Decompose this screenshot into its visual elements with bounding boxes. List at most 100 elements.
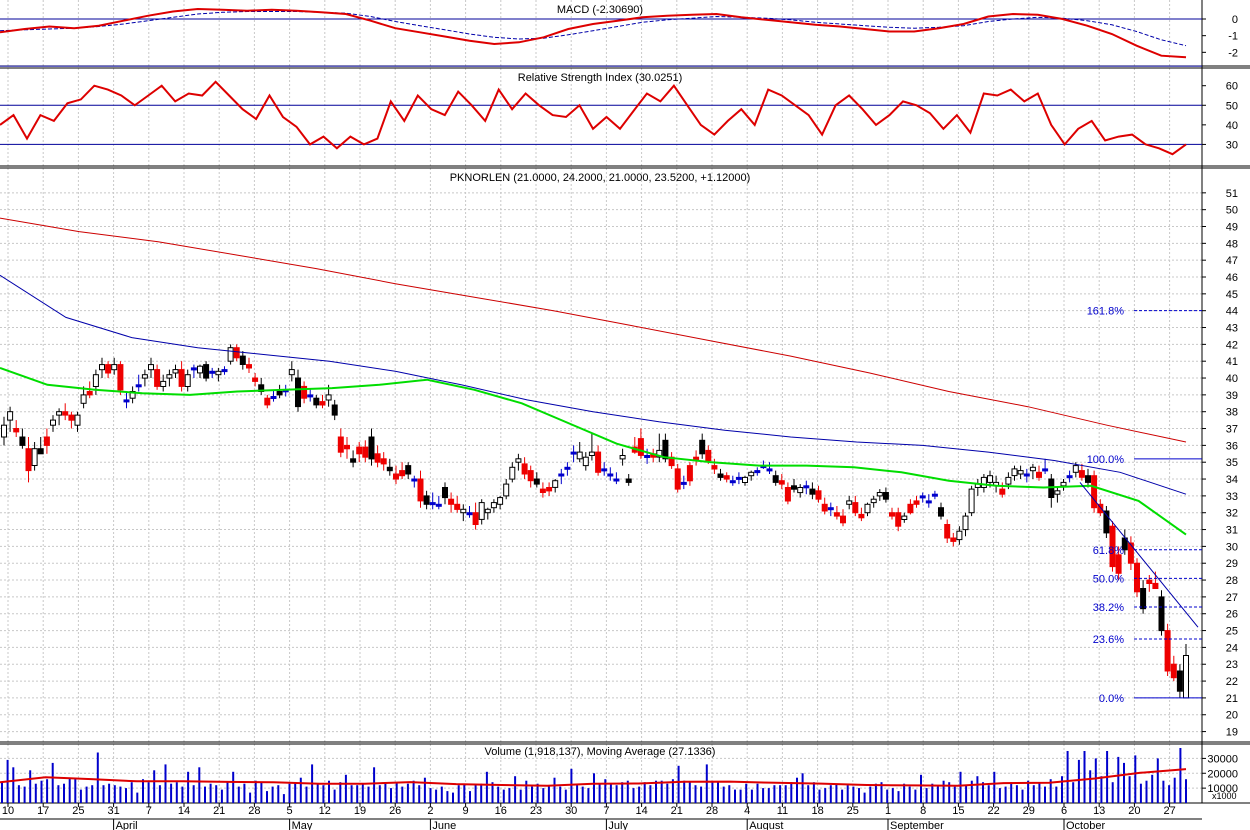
x-day-label: 18 [811,805,823,817]
candle-body [613,478,620,482]
candle-body [1023,473,1030,477]
candle-body [686,465,693,482]
candle-body [980,476,987,488]
candle-body [252,377,259,382]
x-day-label: 29 [1023,805,1035,817]
x-day-label: 17 [37,805,49,817]
candle-body [607,473,614,477]
candle-body [80,394,87,404]
macd-signal-line [0,11,1187,47]
price-axis-tick-label: 28 [1226,575,1238,587]
price-axis-tick-label: 31 [1226,525,1238,537]
x-day-label: 22 [987,805,999,817]
price-axis-tick-label: 19 [1226,727,1238,739]
fibonacci-label: 161.8% [1087,306,1125,318]
candle-body [791,485,797,490]
fibonacci-label: 38.2% [1093,602,1124,614]
candle-body [1109,525,1116,568]
candle-body [1103,510,1110,534]
x-month-label: October [1066,820,1105,830]
candle-body [13,428,20,433]
candle-body [172,369,179,374]
candle-body [1072,465,1079,473]
candle-body [772,475,779,483]
candle-body [968,488,975,514]
candle-body [570,451,577,455]
candle-body [184,374,191,388]
candle-body [178,369,185,387]
candle-body [558,473,565,477]
price-axis-tick-label: 32 [1226,508,1238,520]
candle-body [356,446,363,455]
candle-body [264,397,271,406]
candle-body [840,515,846,524]
x-axis: 10 17 25 31 7 14 21 28 5 12 19 26 2 9 16 23 30 7 14 21 28 4 11… [0,803,1202,830]
candle-body [288,369,295,376]
candle-body [166,374,173,379]
volume-axis-tick-label: 10000 [1207,783,1238,795]
x-month-label: June [432,820,456,830]
candle-body [729,480,736,484]
price-axis-tick-label: 42 [1226,339,1238,351]
candle-body [417,478,424,502]
candle-body [148,364,154,371]
x-day-label: 2 [427,805,433,817]
candle-body [490,502,497,509]
candle-body [62,411,69,416]
price-axis-tick-label: 44 [1226,306,1238,318]
price-axis-tick-label: 35 [1226,457,1238,469]
candle-body [913,500,920,505]
candle-body [742,476,748,483]
candle-body [1036,471,1042,478]
candle-body [319,401,326,406]
candle-body [895,512,902,527]
price-axis-tick-label: 25 [1226,626,1238,638]
x-month-label: September [890,820,944,830]
price-axis-tick-label: 50 [1226,205,1238,217]
candle-body [576,451,583,460]
candle-body [154,369,161,387]
candle-body [1127,542,1134,564]
candle-body [301,385,308,399]
x-day-label: 21 [213,805,225,817]
candle-body [123,399,130,403]
candle-body [619,455,626,460]
price-axis-tick-label: 27 [1226,592,1238,604]
fibonacci-label: 23.6% [1093,634,1124,646]
candle-body [448,498,455,505]
candle-body [1,424,7,438]
candle-body [203,364,210,379]
candle-body [92,374,99,388]
candle-body [1170,663,1177,679]
price-axis-tick-label: 26 [1226,609,1238,621]
x-day-label: 16 [495,805,507,817]
volume-title: Volume (1,918,137), Moving Average (27.1… [485,746,716,758]
price-axis-tick-label: 41 [1226,356,1238,368]
x-day-label: 14 [178,805,190,817]
candle-body [1140,588,1147,610]
x-day-label: 19 [354,805,366,817]
candle-body [117,364,124,391]
candle-body [539,488,546,494]
candle-body [1054,490,1061,495]
price-axis-tick-label: 46 [1226,272,1238,284]
candle-body [386,466,393,472]
candle-body [938,507,944,517]
candle-body [870,498,877,504]
candle-body [344,444,350,450]
candle-body [748,471,755,477]
candle-body [503,483,510,497]
rsi-axis-tick-label: 50 [1226,100,1238,112]
price-axis-tick-label: 21 [1226,693,1238,705]
price-axis-tick-label: 37 [1226,424,1238,436]
candle-body [552,480,559,488]
price-axis-tick-label: 49 [1226,222,1238,234]
candle-body [233,347,240,359]
candle-body [950,537,957,542]
candle-body [1060,481,1067,487]
x-day-label: 14 [635,805,647,817]
rsi-levels [0,65,1202,145]
x-day-label: 28 [248,805,260,817]
candle-body [1078,470,1085,478]
